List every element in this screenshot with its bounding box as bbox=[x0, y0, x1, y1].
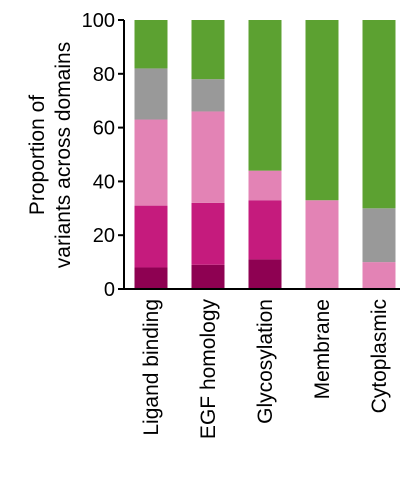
x-axis-labels: Ligand binding EGF homology Glycosylation M… bbox=[140, 299, 391, 440]
bar-segment bbox=[362, 262, 396, 289]
y-axis-ticks: 0 20 40 60 80 100 bbox=[82, 10, 124, 301]
y-tick-label: 60 bbox=[93, 118, 115, 140]
x-category-label: Cytoplasmic bbox=[368, 299, 391, 413]
bar-segment bbox=[248, 259, 282, 289]
y-tick-label: 0 bbox=[104, 279, 115, 301]
x-category-label: EGF homology bbox=[197, 299, 220, 440]
bar-segment bbox=[362, 20, 396, 209]
bar-segment bbox=[191, 111, 225, 203]
bar-segment bbox=[134, 205, 168, 268]
bar-segment bbox=[191, 20, 225, 80]
y-tick-label: 100 bbox=[82, 10, 115, 32]
x-category-label: Ligand binding bbox=[140, 299, 163, 436]
bar-segment bbox=[134, 68, 168, 120]
x-category-label: Glycosylation bbox=[254, 299, 277, 424]
bar-segment bbox=[134, 267, 168, 289]
y-axis-title-line2: variants across domains bbox=[52, 42, 75, 268]
bar-segment bbox=[248, 200, 282, 260]
bar-segment bbox=[191, 79, 225, 112]
bar-segment bbox=[248, 20, 282, 171]
bar-segment bbox=[305, 20, 339, 201]
bar-segment bbox=[305, 200, 339, 289]
bar-segment bbox=[134, 20, 168, 69]
y-tick-label: 20 bbox=[93, 225, 115, 247]
bar-segment bbox=[362, 208, 396, 263]
bar-segment bbox=[191, 202, 225, 265]
y-axis-title-line1: Proportion of bbox=[26, 95, 49, 215]
y-tick-label: 40 bbox=[93, 171, 115, 193]
bars-group bbox=[134, 20, 396, 289]
bar-segment bbox=[191, 264, 225, 289]
x-category-label: Membrane bbox=[311, 299, 334, 399]
bar-segment bbox=[134, 119, 168, 206]
y-tick-label: 80 bbox=[93, 64, 115, 86]
bar-segment bbox=[248, 170, 282, 201]
